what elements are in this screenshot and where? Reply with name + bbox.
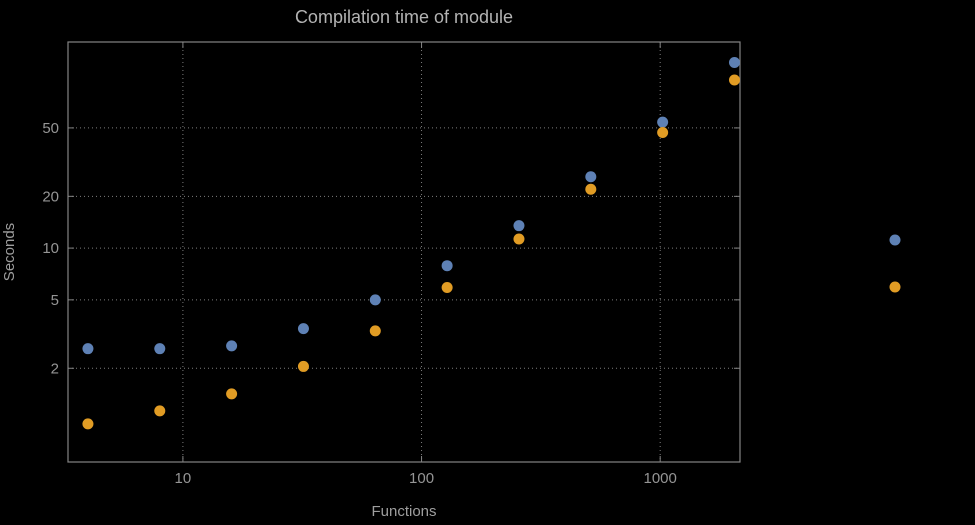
x-axis-label: Functions: [371, 503, 436, 520]
data-point-series-1: [82, 343, 94, 355]
chart-title: Compilation time of module: [295, 7, 513, 27]
y-tick-label: 2: [51, 360, 59, 377]
legend-marker-series-1: [889, 234, 901, 246]
y-tick-label: 10: [42, 240, 59, 257]
data-point-series-1: [441, 260, 453, 272]
data-point-series-1: [657, 116, 669, 128]
plot-frame: [67, 41, 741, 463]
data-point-series-2: [441, 281, 453, 293]
data-point-series-1: [154, 343, 166, 355]
data-point-series-1: [513, 220, 525, 232]
data-point-series-1: [728, 57, 740, 69]
data-point-series-2: [728, 74, 740, 86]
x-tick-label: 1000: [643, 470, 676, 487]
data-point-series-2: [585, 183, 597, 195]
data-point-series-2: [82, 418, 94, 430]
y-tick-label: 50: [42, 120, 59, 137]
data-point-series-2: [369, 325, 381, 337]
data-point-series-2: [513, 233, 525, 245]
data-point-series-2: [657, 127, 669, 139]
data-point-series-2: [154, 405, 166, 417]
plot-generated-layer: 10 100 1000 2 5 10 20 50: [42, 41, 901, 487]
data-point-series-2: [226, 388, 238, 400]
legend-marker-series-2: [889, 281, 901, 293]
y-tick-label: 5: [51, 292, 59, 309]
data-point-series-2: [297, 360, 309, 372]
data-point-series-1: [226, 340, 238, 352]
data-point-series-1: [369, 294, 381, 306]
data-point-series-1: [585, 171, 597, 183]
y-tick-label: 20: [42, 188, 59, 205]
y-axis-label: Seconds: [1, 223, 18, 281]
x-tick-label: 100: [409, 470, 434, 487]
data-point-series-1: [297, 323, 309, 335]
x-tick-label: 10: [175, 470, 192, 487]
